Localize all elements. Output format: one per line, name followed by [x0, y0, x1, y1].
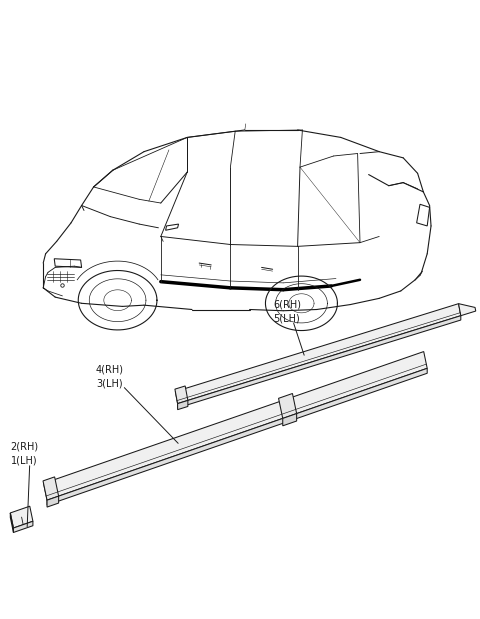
Polygon shape	[44, 352, 427, 500]
Polygon shape	[10, 506, 33, 528]
Text: 5(LH): 5(LH)	[274, 313, 300, 323]
Polygon shape	[47, 496, 59, 507]
Text: 3(LH): 3(LH)	[96, 378, 122, 388]
Polygon shape	[458, 304, 476, 316]
Polygon shape	[278, 394, 297, 418]
Polygon shape	[47, 368, 427, 505]
Polygon shape	[283, 413, 297, 426]
Text: 6(RH): 6(RH)	[274, 300, 301, 310]
Text: 4(RH): 4(RH)	[96, 365, 124, 374]
Text: 1(LH): 1(LH)	[11, 456, 37, 465]
Polygon shape	[175, 304, 461, 404]
Polygon shape	[43, 477, 59, 500]
Polygon shape	[13, 521, 33, 532]
Polygon shape	[175, 386, 188, 404]
Polygon shape	[10, 513, 13, 532]
Polygon shape	[178, 316, 461, 408]
Polygon shape	[178, 400, 188, 410]
Text: 2(RH): 2(RH)	[11, 442, 39, 452]
